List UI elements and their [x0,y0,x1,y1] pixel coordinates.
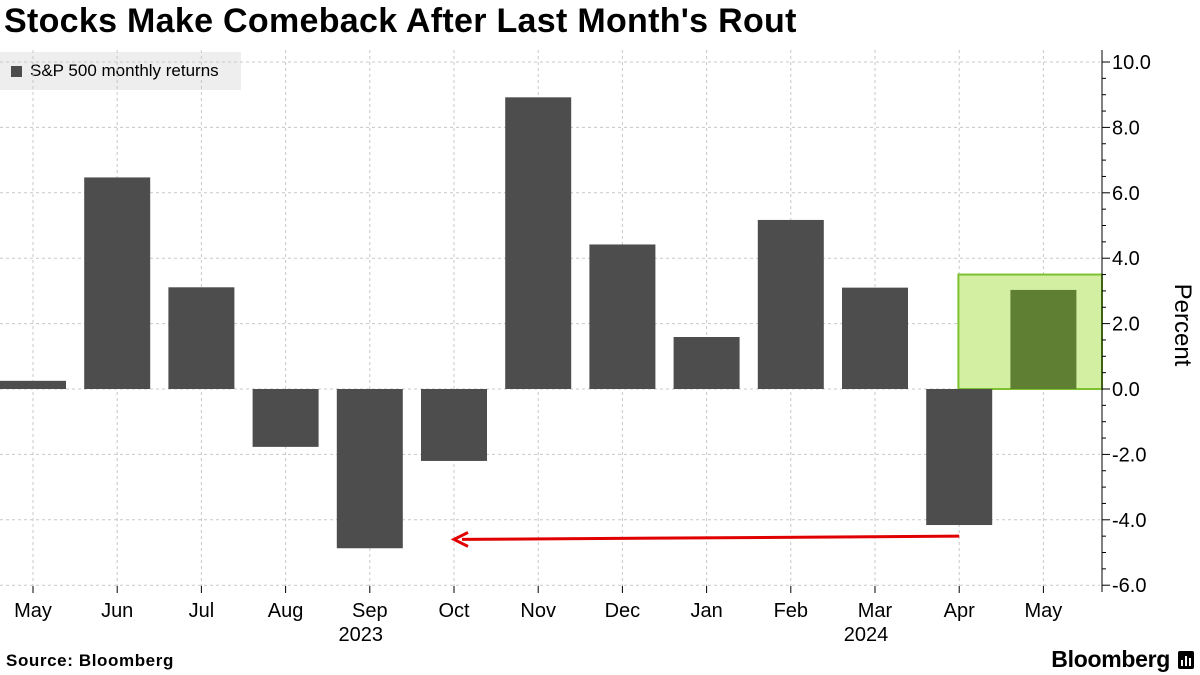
x-tick-label-6: Nov [520,600,556,622]
y-tick-label: -2.0 [1112,444,1146,466]
x-tick-label-0: May [14,600,52,622]
bar-apr-11 [926,389,993,526]
bar-sep-4 [336,389,403,549]
y-tick-label: 0.0 [1112,379,1140,401]
bar-mar-10 [842,287,908,389]
x-tick-label-7: Dec [605,600,641,622]
bar-jan-8 [673,337,740,389]
y-tick-label: 10.0 [1112,52,1151,74]
bar-may-12 [1010,289,1077,389]
y-axis-title: Percent [1169,284,1196,367]
x-year-label: 2024 [844,624,889,646]
x-tick-label-2: Jul [189,600,215,622]
legend-label: S&P 500 monthly returns [30,61,219,80]
bar-dec-7 [589,244,656,389]
bar-oct-5 [421,389,487,461]
x-year-label: 2023 [339,624,384,646]
x-tick-label-5: Oct [438,600,470,622]
x-tick-label-10: Mar [858,600,893,622]
y-tick-label: 6.0 [1112,183,1140,205]
x-tick-label-8: Jan [690,600,722,622]
bar-jul-2 [168,287,235,389]
x-tick-label-1: Jun [101,600,133,622]
source-note: Source: Bloomberg [6,651,174,670]
y-tick-label: 8.0 [1112,117,1140,139]
x-tick-label-9: Feb [774,600,808,622]
brand-logo-text: Bloomberg [1051,646,1170,672]
y-tick-label: -4.0 [1112,510,1146,532]
y-tick-label: 2.0 [1112,314,1140,336]
bar-feb-9 [757,219,824,389]
legend-swatch [11,65,22,77]
bar-aug-3 [252,389,319,447]
x-tick-label-3: Aug [268,600,304,622]
x-tick-label-4: Sep [352,600,388,622]
bar-may-0 [0,380,66,389]
bar-jun-1 [84,177,151,389]
arrow-head [450,531,469,548]
bar-nov-6 [505,97,572,389]
y-tick-label: 4.0 [1112,248,1140,270]
chart-title: Stocks Make Comeback After Last Month's … [4,2,797,40]
legend: S&P 500 monthly returns [0,52,241,90]
x-tick-label-12: May [1025,600,1063,622]
x-tick-label-11: Apr [944,600,975,622]
bloomberg-terminal-icon [1178,651,1194,669]
y-tick-label: -6.0 [1112,575,1146,597]
arrow-line [461,534,960,541]
